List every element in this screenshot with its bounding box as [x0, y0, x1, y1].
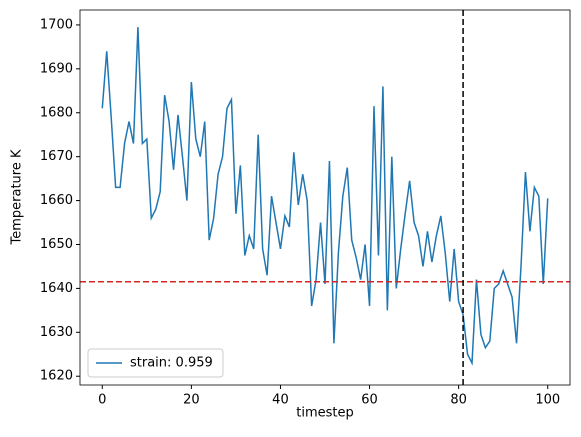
x-tick-label: 0: [98, 393, 106, 408]
y-tick-label: 1630: [40, 325, 73, 340]
x-tick-label: 40: [272, 393, 289, 408]
x-tick-label: 60: [361, 393, 378, 408]
data-line: [101, 27, 549, 366]
y-tick-label: 1640: [40, 281, 73, 296]
y-tick-label: 1670: [40, 149, 73, 164]
y-tick-label: 1660: [40, 193, 73, 208]
y-tick-label: 1680: [40, 105, 73, 120]
y-tick-label: 1620: [40, 369, 73, 384]
y-axis-label: Temperature K: [10, 149, 25, 245]
y-tick-label: 1650: [40, 237, 73, 252]
x-axis-label: timestep: [296, 406, 354, 421]
plot-frame: [79, 9, 571, 386]
x-tick-label: 80: [450, 393, 467, 408]
x-tick-label: 100: [535, 393, 560, 408]
legend-label: strain: 0.959: [130, 356, 213, 371]
legend-box: [87, 348, 224, 378]
y-tick-label: 1690: [40, 61, 73, 76]
x-tick-label: 20: [183, 393, 200, 408]
y-tick-label: 1700: [40, 17, 73, 32]
